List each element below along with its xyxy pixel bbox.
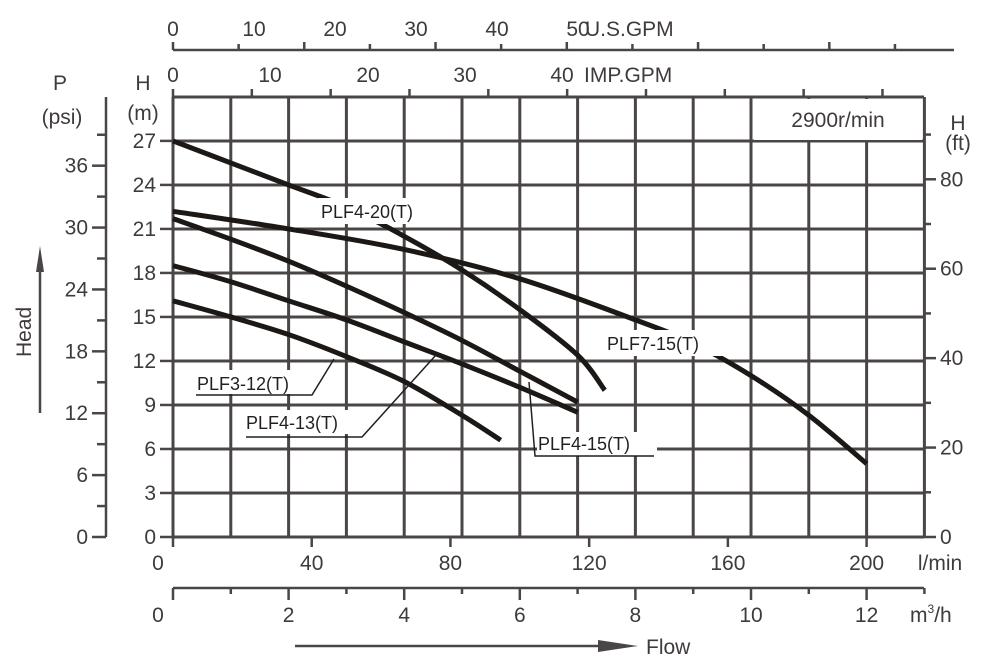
lmin-axis: 0 40 80 120 160 200 l/min — [152, 537, 962, 575]
lmin-tick: 0 — [152, 552, 164, 575]
head-m-title: H — [135, 72, 150, 95]
us-gpm-tick: 20 — [323, 18, 346, 41]
head-ft-tick: 40 — [940, 347, 963, 370]
label-plf4-15: PLF4-15(T) — [538, 434, 630, 454]
head-ft-tick: 60 — [940, 258, 963, 281]
lmin-tick: 120 — [572, 552, 607, 575]
m3h-tick: 8 — [630, 604, 642, 627]
arrow-up-icon — [36, 246, 44, 272]
curve-plf4-13-t — [172, 263, 579, 415]
head-m-tick: 9 — [144, 394, 156, 417]
lmin-unit: l/min — [918, 552, 962, 575]
psi-axis: 0 6 12 18 24 30 36 P (psi) — [42, 72, 108, 549]
curve-plf7-15-t — [172, 208, 869, 466]
psi-tick: 0 — [76, 526, 88, 549]
psi-title: P — [53, 72, 67, 95]
speed-text: 2900r/min — [791, 109, 884, 132]
us-gpm-tick: 0 — [167, 18, 179, 41]
imp-gpm-tick: 10 — [258, 64, 281, 87]
lmin-tick: 80 — [439, 552, 462, 575]
head-m-tick: 24 — [133, 174, 157, 197]
pump-curves — [172, 138, 869, 466]
head-ft-tick: 20 — [940, 437, 963, 460]
label-plf4-20: PLF4-20(T) — [321, 202, 413, 222]
us-gpm-tick: 50 — [566, 18, 589, 41]
m3h-tick: 10 — [739, 604, 762, 627]
head-arrow: Head — [13, 246, 44, 413]
psi-tick: 12 — [65, 402, 88, 425]
m3h-unit: m3/h — [910, 602, 952, 627]
curve-plf4-15-t — [172, 216, 579, 405]
flow-label: Flow — [646, 636, 691, 659]
head-ft-axis: 0 20 40 60 80 H (ft) — [924, 112, 971, 549]
imp-gpm-axis: 0 10 20 30 40 IMP.GPM — [167, 64, 924, 99]
m3h-tick: 6 — [514, 604, 526, 627]
head-m-tick: 6 — [144, 438, 156, 461]
head-m-tick: 3 — [144, 482, 156, 505]
m3h-tick: 12 — [855, 604, 878, 627]
curve-plf3-12-t — [172, 298, 503, 443]
imp-gpm-tick: 20 — [356, 64, 379, 87]
imp-gpm-tick: 0 — [167, 64, 179, 87]
head-m-tick: 18 — [133, 262, 156, 285]
us-gpm-axis: 0 10 20 30 40 50 U.S.GPM — [167, 18, 954, 52]
lmin-tick: 200 — [849, 552, 884, 575]
m3h-tick: 2 — [283, 604, 295, 627]
plot-grid — [171, 95, 926, 539]
head-m-axis: H (m) 0 3 6 9 12 15 18 21 24 27 — [127, 72, 173, 549]
curve-plf4-20-t — [172, 138, 607, 392]
psi-tick: 30 — [65, 217, 88, 240]
head-m-tick: 21 — [133, 218, 156, 241]
imp-gpm-tick: 30 — [453, 64, 476, 87]
psi-tick: 18 — [65, 340, 88, 363]
label-plf3-12: PLF3-12(T) — [197, 374, 289, 394]
imp-gpm-unit: IMP.GPM — [584, 64, 672, 87]
m3h-tick: 0 — [152, 604, 164, 627]
head-m-tick: 0 — [144, 526, 156, 549]
psi-tick: 36 — [65, 155, 88, 178]
psi-tick: 24 — [65, 278, 89, 301]
curve-labels: PLF4-20(T) PLF7-15(T) PLF3-12(T) PLF4-13… — [196, 198, 723, 457]
m3h-axis: 0 2 4 6 8 10 12 m3/h — [152, 586, 952, 627]
head-ft-tick: 0 — [940, 526, 952, 549]
psi-tick: 6 — [76, 464, 88, 487]
flow-arrow: Flow — [295, 636, 691, 659]
head-m-tick: 12 — [133, 350, 156, 373]
arrow-right-icon — [598, 640, 638, 652]
us-gpm-tick: 10 — [242, 18, 265, 41]
label-plf4-13: PLF4-13(T) — [246, 413, 338, 433]
head-label: Head — [13, 307, 36, 357]
lmin-tick: 160 — [710, 552, 745, 575]
head-m-tick: 15 — [133, 306, 156, 329]
us-gpm-tick: 40 — [485, 18, 508, 41]
speed-label: 2900r/min — [754, 99, 922, 140]
head-ft-tick: 80 — [940, 168, 963, 191]
us-gpm-unit: U.S.GPM — [585, 18, 674, 41]
head-m-tick: 27 — [133, 130, 156, 153]
head-m-unit: (m) — [127, 102, 158, 125]
head-ft-unit: (ft) — [945, 132, 971, 155]
head-ft-title: H — [950, 112, 965, 135]
psi-unit: (psi) — [42, 106, 83, 129]
imp-gpm-tick: 40 — [550, 64, 573, 87]
m3h-tick: 4 — [398, 604, 410, 627]
label-plf7-15: PLF7-15(T) — [607, 334, 699, 354]
lmin-tick: 40 — [300, 552, 323, 575]
us-gpm-tick: 30 — [404, 18, 427, 41]
